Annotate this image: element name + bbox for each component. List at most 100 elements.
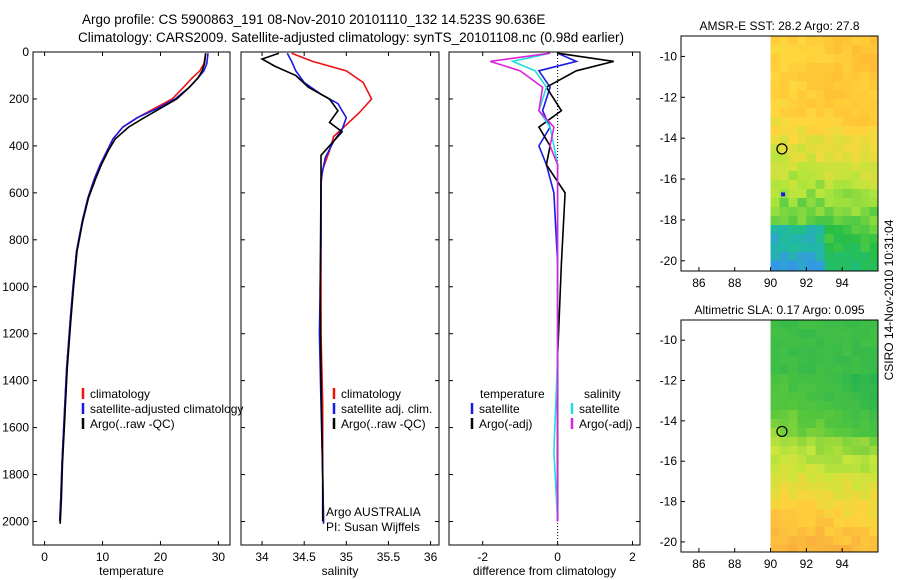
map-cell: [815, 36, 826, 46]
map-cell: [860, 473, 871, 483]
map-cell: [860, 36, 871, 46]
map-cell: [815, 527, 826, 537]
map-cell: [824, 392, 835, 402]
annotation-text: Argo AUSTRALIA: [326, 505, 421, 519]
map-cell: [869, 252, 879, 262]
map-cell: [788, 72, 799, 82]
map-cell: [806, 153, 817, 163]
map-cell: [860, 464, 871, 474]
map-cell: [788, 108, 799, 118]
map-cell: [851, 234, 862, 244]
map-cell: [869, 518, 879, 528]
map-cell: [824, 54, 835, 64]
map-cell: [842, 401, 853, 411]
map-cell: [806, 189, 817, 199]
map-cell: [815, 401, 826, 411]
map-cell: [806, 90, 817, 100]
map-cell: [797, 198, 808, 208]
map-cell: [833, 54, 844, 64]
map-cell: [851, 153, 862, 163]
map-cell: [797, 99, 808, 109]
map-cell: [842, 225, 853, 235]
map-cell: [815, 455, 826, 465]
map-cell: [797, 117, 808, 127]
map-cell: [788, 500, 799, 510]
map-cell: [806, 536, 817, 546]
map-cell: [779, 198, 790, 208]
map-cell: [779, 72, 790, 82]
map-cell: [770, 63, 781, 73]
map-cell: [824, 135, 835, 145]
map-cell: [869, 207, 879, 217]
map-cell: [860, 171, 871, 181]
panel-difference: -2 0 2 difference from climatology temperatu…: [448, 51, 641, 578]
map-cell: [842, 536, 853, 546]
map-cell: [860, 419, 871, 429]
map-cell: [806, 464, 817, 474]
y-tick-label: 400: [9, 139, 29, 153]
map-cell: [797, 428, 808, 438]
map-cell: [833, 153, 844, 163]
map-cell: [770, 464, 781, 474]
map-cell: [788, 225, 799, 235]
map-cell: [842, 428, 853, 438]
map-cell: [824, 320, 835, 330]
map-cell: [815, 63, 826, 73]
map-cell: [869, 347, 879, 357]
map-cell: [824, 347, 835, 357]
y-tick-label: -12: [660, 374, 678, 388]
map-cell: [779, 392, 790, 402]
map-cell: [851, 261, 862, 271]
map-cell: [815, 90, 826, 100]
map-cell: [815, 536, 826, 546]
map-cell: [815, 374, 826, 384]
map-cell: [770, 225, 781, 235]
map-cell: [788, 419, 799, 429]
map-cell: [824, 401, 835, 411]
map-cell: [797, 347, 808, 357]
map-cell: [842, 135, 853, 145]
map-cell: [842, 419, 853, 429]
map-cell: [851, 536, 862, 546]
map-cell: [815, 162, 826, 172]
map-cell: [851, 108, 862, 118]
map-cell: [815, 428, 826, 438]
map-cell: [788, 162, 799, 172]
x-tick-label: 35: [340, 550, 354, 564]
map-cell: [779, 108, 790, 118]
map-cell: [797, 383, 808, 393]
map-cell: [806, 72, 817, 82]
map-cell: [824, 216, 835, 226]
map-cell: [851, 428, 862, 438]
map-cell: [779, 261, 790, 271]
map-cell: [869, 153, 879, 163]
map-cell: [779, 356, 790, 366]
map-cell: [869, 90, 879, 100]
map-cell: [833, 356, 844, 366]
map-cell: [833, 90, 844, 100]
map-cell: [779, 347, 790, 357]
map-cell: [788, 356, 799, 366]
plot-frame: [240, 51, 440, 546]
map-cell: [806, 180, 817, 190]
map-cell: [851, 126, 862, 136]
map-cell: [788, 410, 799, 420]
map-cell: [770, 36, 781, 46]
map-cell: [806, 162, 817, 172]
map-cell: [851, 189, 862, 199]
map-cell: [851, 144, 862, 154]
map-cell: [824, 153, 835, 163]
map-cell: [806, 509, 817, 519]
x-tick-label: 34.5: [293, 550, 317, 564]
annotation-text: PI: Susan Wijffels: [326, 520, 420, 534]
map-cell: [860, 356, 871, 366]
map-cell: [851, 464, 862, 474]
map-cell: [860, 135, 871, 145]
map-cell: [779, 162, 790, 172]
map-cell: [815, 72, 826, 82]
map-cell: [797, 482, 808, 492]
map-cell: [860, 99, 871, 109]
plot-frame: [32, 51, 231, 546]
map-cell: [770, 365, 781, 375]
legend-header-temperature: temperature: [480, 387, 545, 401]
